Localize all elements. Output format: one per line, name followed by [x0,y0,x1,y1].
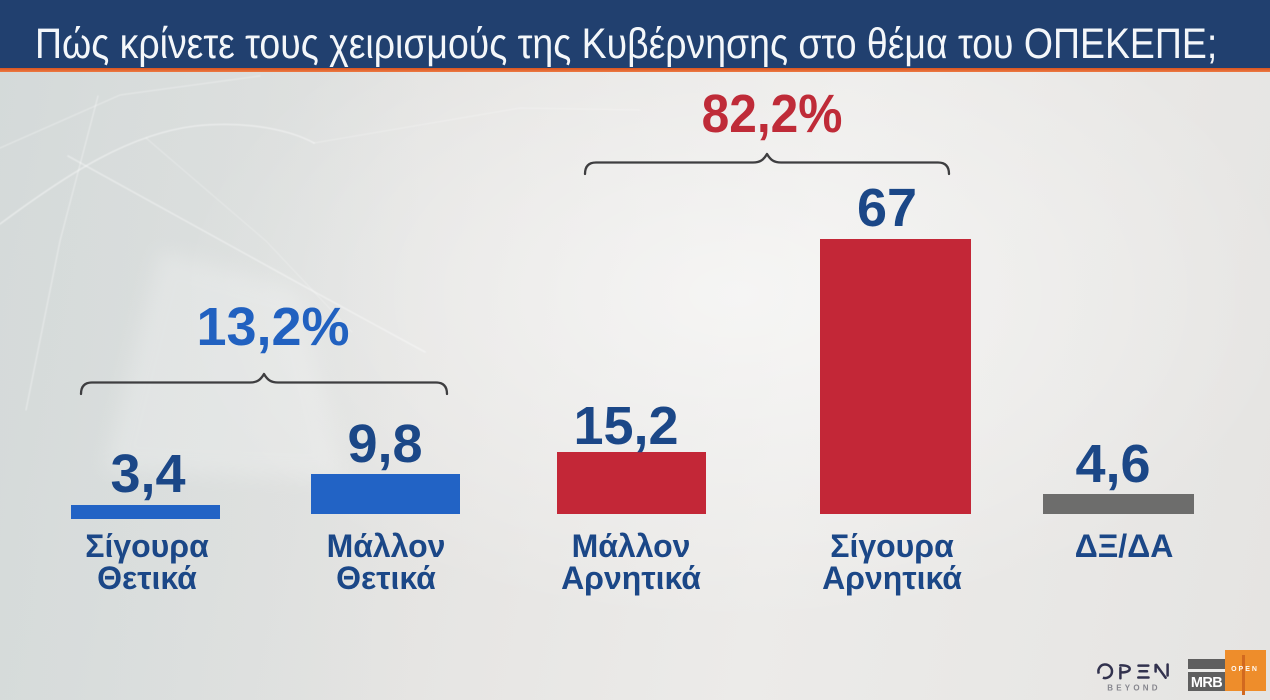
svg-text:BEYOND: BEYOND [1107,684,1160,693]
